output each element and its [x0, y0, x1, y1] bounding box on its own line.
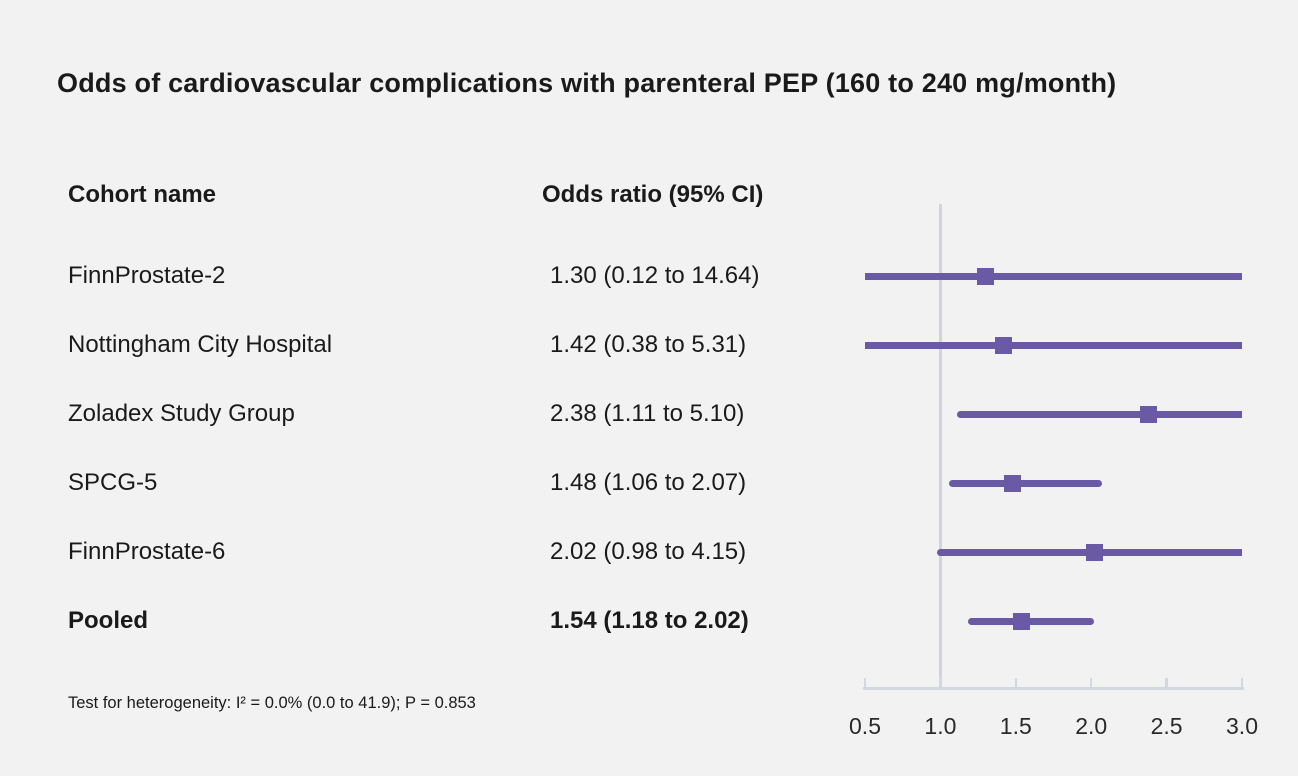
- x-axis-tick: [939, 678, 942, 687]
- reference-line: [939, 204, 942, 690]
- or-marker: [1004, 474, 1022, 492]
- odds-ratio-value: 1.42 (0.38 to 5.31): [550, 331, 747, 358]
- odds-ratio-value: 1.30 (0.12 to 14.64): [550, 262, 760, 289]
- or-marker: [1013, 612, 1031, 630]
- ci-line: [967, 617, 1095, 625]
- ci-line: [956, 410, 1242, 418]
- column-header-odds-ratio: Odds ratio (95% CI): [542, 181, 764, 208]
- x-axis-tick-label: 2.0: [1075, 713, 1108, 739]
- ci-line: [949, 479, 1102, 487]
- x-axis-tick-label: 0.5: [849, 713, 881, 739]
- heterogeneity-footnote: Test for heterogeneity: I² = 0.0% (0.0 t…: [68, 694, 476, 712]
- x-axis-tick: [1089, 678, 1093, 687]
- odds-ratio-value: 2.02 (0.98 to 4.15): [550, 538, 747, 565]
- ci-line: [865, 341, 1242, 349]
- or-marker: [995, 336, 1013, 354]
- ci-line: [865, 272, 1242, 280]
- x-axis-tick: [1165, 678, 1168, 687]
- figure-title: Odds of cardiovascular complications wit…: [57, 68, 1117, 98]
- x-axis-tick-label: 1.5: [999, 713, 1032, 739]
- cohort-name: Zoladex Study Group: [68, 400, 295, 427]
- x-axis-tick-label: 2.5: [1150, 713, 1183, 739]
- x-axis-line: [863, 687, 1244, 690]
- cohort-name: SPCG-5: [68, 469, 158, 496]
- odds-ratio-value: 1.54 (1.18 to 2.02): [550, 607, 749, 634]
- cohort-name: Nottingham City Hospital: [68, 331, 333, 358]
- odds-ratio-value: 2.38 (1.11 to 5.10): [550, 400, 745, 427]
- or-marker: [977, 267, 995, 285]
- x-axis-tick: [1014, 678, 1018, 687]
- odds-ratio-value: 1.48 (1.06 to 2.07): [550, 469, 747, 496]
- cohort-name: Pooled: [68, 607, 149, 634]
- cohort-name: FinnProstate-6: [68, 538, 226, 565]
- or-marker: [1140, 405, 1157, 423]
- x-axis-tick: [863, 678, 867, 687]
- column-header-cohort: Cohort name: [68, 181, 217, 208]
- cohort-name: FinnProstate-2: [68, 262, 226, 289]
- or-marker: [1085, 543, 1103, 561]
- x-axis-tick-label: 1.0: [924, 713, 957, 739]
- x-axis-tick-label: 3.0: [1226, 713, 1258, 739]
- x-axis-tick: [1240, 678, 1244, 687]
